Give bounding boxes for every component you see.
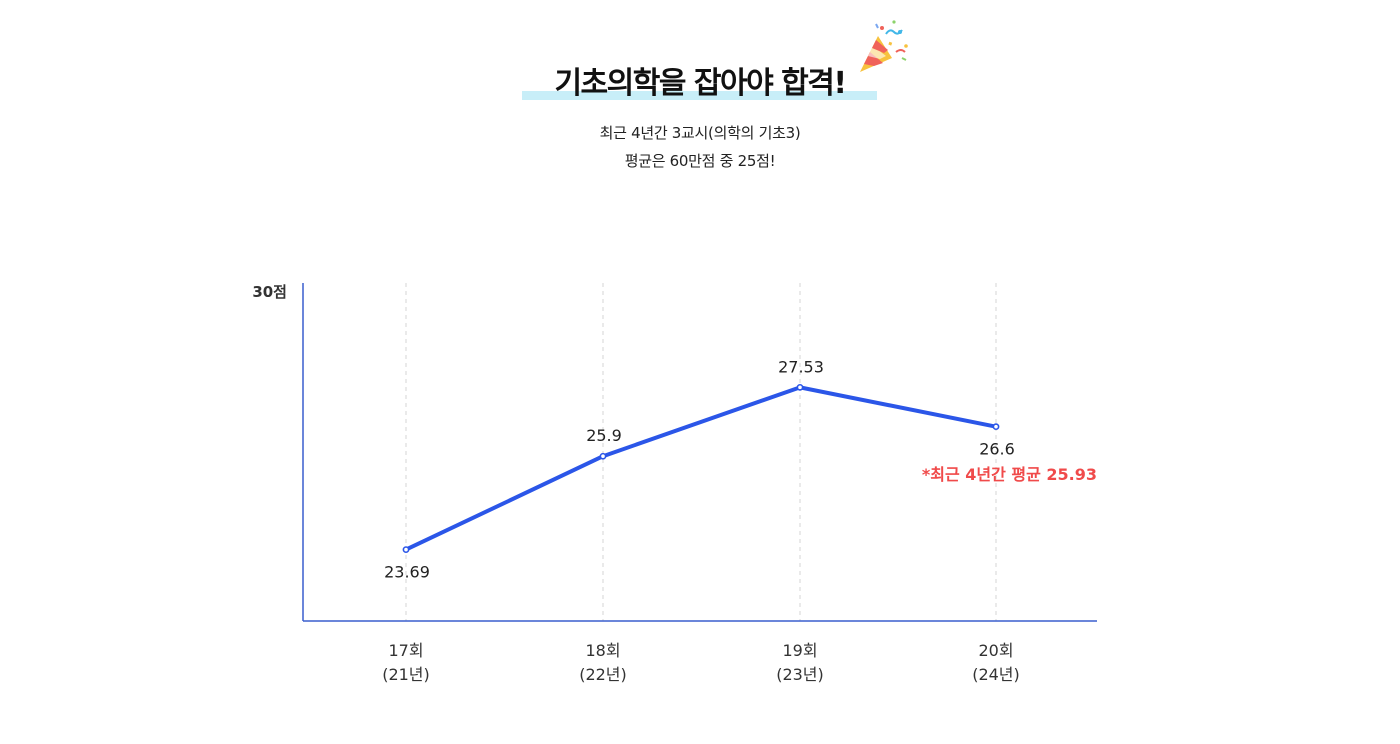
data-label: 26.6 (979, 440, 1015, 459)
title-block: 기초의학을 잡아야 합격! (522, 56, 878, 102)
data-label: 23.69 (384, 563, 430, 582)
grid-lines (405, 283, 997, 621)
average-annotation: *최근 4년간 평균 25.93 (922, 465, 1097, 484)
x-tick-labels: 17회 (21년) 18회 (22년) 19회 (23년) 20회 (24년) (382, 641, 1020, 684)
party-popper-icon (860, 20, 908, 72)
x-tick-label-year: (24년) (972, 665, 1020, 684)
x-tick-label-year: (23년) (776, 665, 824, 684)
x-tick-label-year: (22년) (579, 665, 627, 684)
series-line (404, 385, 998, 552)
subtitle-line-1: 최근 4년간 3교시(의학의 기초3) (599, 124, 801, 142)
data-point (992, 423, 1000, 431)
data-label: 27.53 (778, 357, 824, 376)
title-highlight (522, 91, 877, 100)
data-labels: 23.69 25.9 27.53 26.6 (384, 357, 1015, 581)
page-title: 기초의학을 잡아야 합격! (554, 66, 847, 101)
x-tick-label-round: 17회 (388, 641, 423, 660)
y-tick-label: 30점 (252, 283, 287, 301)
x-tick-label-round: 19회 (782, 641, 817, 660)
data-point (796, 383, 804, 391)
x-tick-label-round: 20회 (978, 641, 1013, 660)
x-tick-label-year: (21년) (382, 665, 430, 684)
x-tick-label-round: 18회 (585, 641, 620, 660)
data-label: 25.9 (586, 426, 622, 445)
subtitle-line-2: 평균은 60만점 중 25점! (624, 152, 776, 170)
data-points (402, 383, 1000, 553)
data-point (599, 452, 607, 460)
data-point (402, 546, 410, 553)
